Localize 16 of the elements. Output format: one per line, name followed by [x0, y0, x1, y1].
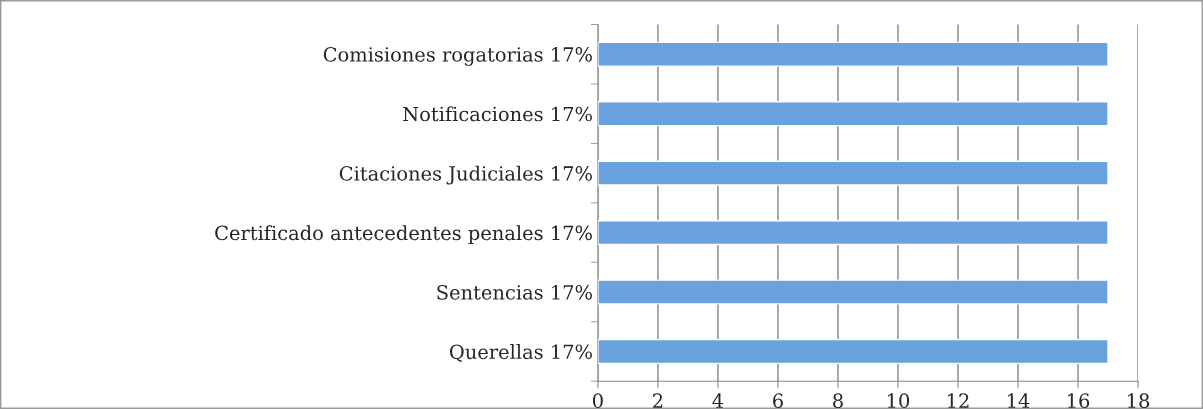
- x-tick-label: 14: [1008, 393, 1030, 408]
- x-tick-label: 10: [887, 393, 910, 409]
- y-tick-label: Comisiones rogatorias 17%: [323, 47, 592, 66]
- y-tick-label: Sentencias 17%: [437, 284, 592, 300]
- x-tick-label: 18: [1128, 393, 1150, 409]
- x-tick-label: 6: [773, 393, 783, 409]
- x-tick-label: 16: [1068, 393, 1090, 409]
- x-tick-label: 4: [712, 393, 724, 408]
- y-tick-label: Certificado antecedentes penales 17%: [215, 225, 592, 245]
- y-tick-label: Notificaciones 17%: [403, 106, 592, 122]
- y-tick-label: Citaciones Judiciales 17%: [339, 165, 592, 185]
- x-tick-label: 0: [592, 393, 603, 409]
- x-tick-label: 2: [653, 393, 663, 408]
- x-tick-label: 12: [947, 393, 969, 408]
- y-tick-label: Querellas 17%: [449, 344, 592, 362]
- x-tick-label: 8: [833, 393, 843, 409]
